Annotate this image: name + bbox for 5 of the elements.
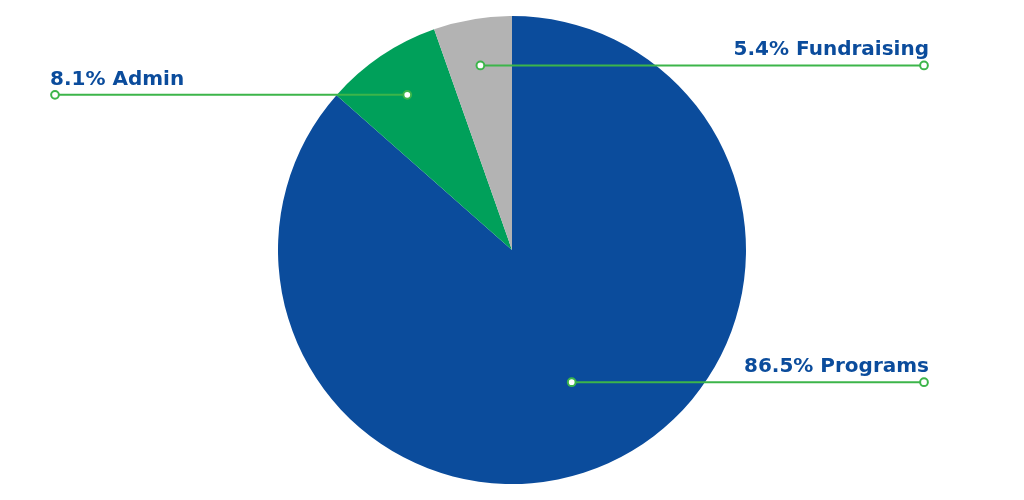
slice-label: 86.5% Programs — [743, 353, 929, 378]
slice-label: 5.4% Fundraising — [733, 36, 929, 61]
pie-slice — [336, 29, 512, 250]
pie-slice — [434, 16, 512, 250]
slice-label: 8.1% Admin — [50, 65, 185, 90]
